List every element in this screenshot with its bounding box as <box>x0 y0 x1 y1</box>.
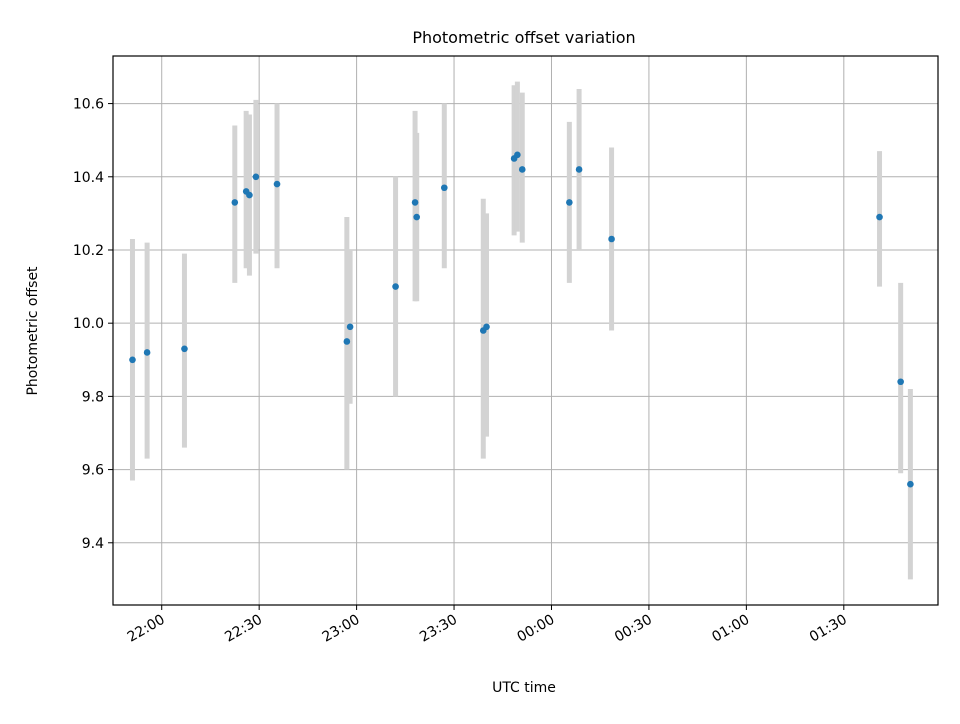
data-point <box>907 480 914 488</box>
y-tick-label: 10.2 <box>73 243 104 259</box>
y-tick-label: 10.6 <box>73 97 104 113</box>
y-axis-label: Photometric offset <box>25 266 41 396</box>
data-point <box>181 345 188 353</box>
plot-area-frame <box>112 55 939 606</box>
data-point <box>566 199 573 206</box>
x-axis-label: UTC time <box>492 680 556 696</box>
data-point <box>876 213 883 221</box>
data-point <box>411 199 419 206</box>
data-point <box>897 378 904 386</box>
data-point <box>273 180 281 188</box>
y-tick-label: 10.0 <box>73 316 104 332</box>
y-tick-label: 9.8 <box>82 389 104 405</box>
chart-title: Photometric offset variation <box>412 28 635 47</box>
data-point <box>343 338 351 345</box>
data-point <box>440 184 448 192</box>
data-point <box>129 356 136 364</box>
data-point <box>413 213 420 221</box>
data-point <box>143 349 151 356</box>
data-point <box>346 323 354 331</box>
data-point <box>483 323 490 331</box>
y-tick-label: 10.4 <box>73 170 104 186</box>
y-tick-label: 9.4 <box>82 536 104 552</box>
data-points <box>129 151 914 488</box>
data-point <box>575 166 583 173</box>
data-point <box>246 191 253 199</box>
data-point <box>392 283 399 290</box>
data-point <box>518 166 526 173</box>
data-point <box>231 199 239 206</box>
y-tick-label: 9.6 <box>82 463 104 479</box>
data-point <box>608 235 615 243</box>
data-point <box>252 173 260 181</box>
data-point <box>514 151 521 159</box>
